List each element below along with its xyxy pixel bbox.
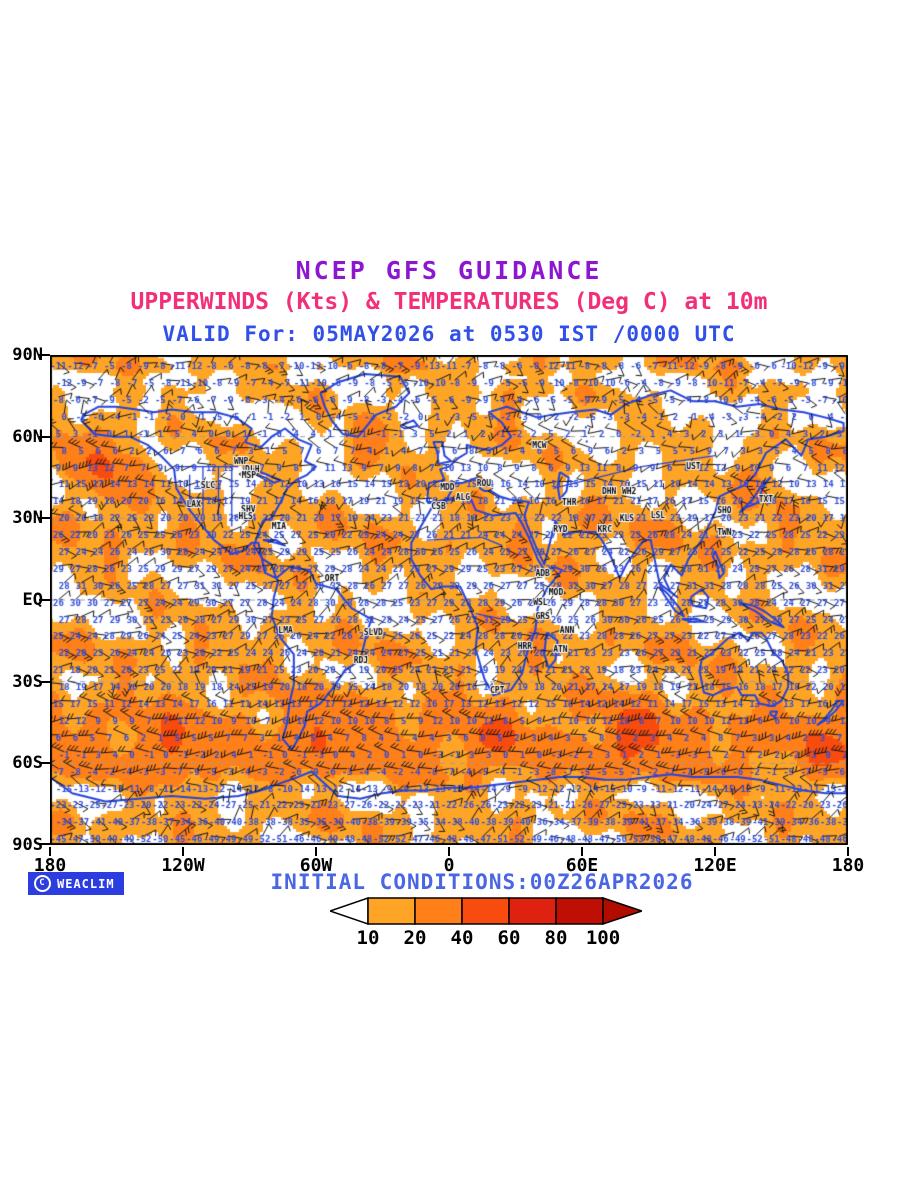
lon-tick-mark	[714, 847, 716, 856]
lat-label-30s: 30S	[12, 672, 43, 692]
colorbar-label-40: 40	[450, 927, 474, 949]
world-map	[50, 355, 848, 845]
colorbar-segment-40-60	[461, 897, 510, 925]
lon-label-0: 0	[443, 855, 455, 876]
colorbar-label-20: 20	[403, 927, 427, 949]
colorbar-label-60: 60	[497, 927, 521, 949]
lon-label-60e: 60E	[565, 855, 599, 876]
lat-label-60s: 60S	[12, 753, 43, 773]
lat-label-30n: 30N	[12, 508, 43, 528]
lon-label-180e: 180	[831, 855, 865, 876]
lat-tick-mark	[39, 436, 50, 438]
page-title: NCEP GFS GUIDANCE	[295, 256, 603, 285]
wind-speed-colorbar	[330, 897, 642, 926]
lon-tick-mark	[315, 847, 317, 856]
lat-label-60n: 60N	[12, 427, 43, 447]
lon-tick-mark	[847, 847, 849, 856]
world-map-canvas	[50, 355, 848, 845]
page-subtitle: UPPERWINDS (Kts) & TEMPERATURES (Deg C) …	[130, 289, 768, 315]
weaclim-logo-text: WEACLIM	[57, 876, 115, 891]
colorbar-segment-10-20	[367, 897, 416, 925]
lat-tick-mark	[39, 762, 50, 764]
lon-tick-mark	[581, 847, 583, 856]
lon-tick-mark	[448, 847, 450, 856]
weaclim-logo-badge: C WEACLIM	[28, 872, 124, 895]
lat-tick-mark	[39, 517, 50, 519]
lon-label-120e: 120E	[693, 855, 737, 876]
lat-label-90n: 90N	[12, 345, 43, 365]
lat-tick-mark	[39, 681, 50, 683]
lat-tick-mark	[39, 599, 50, 601]
colorbar-segment-60-80	[508, 897, 557, 925]
lat-label-eq: EQ	[22, 590, 43, 610]
colorbar-segment-20-40	[414, 897, 463, 925]
lon-tick-mark	[182, 847, 184, 856]
lat-tick-mark	[39, 354, 50, 356]
colorbar-segment-80-100	[555, 897, 604, 925]
initial-conditions-line: INITIAL CONDITIONS:00Z26APR2026	[270, 870, 694, 894]
colorbar-label-10: 10	[356, 927, 380, 949]
lat-tick-mark	[39, 843, 50, 845]
lon-label-180w: 180	[33, 855, 67, 876]
colorbar-right-arrow	[602, 897, 642, 926]
lon-label-60w: 60W	[299, 855, 333, 876]
colorbar-label-80: 80	[544, 927, 568, 949]
colorbar-left-arrow	[330, 897, 369, 926]
copyright-icon: C	[34, 875, 51, 892]
lon-tick-mark	[49, 847, 51, 856]
lon-label-120w: 120W	[161, 855, 205, 876]
colorbar-label-100: 100	[585, 927, 621, 949]
lat-label-90s: 90S	[12, 835, 43, 855]
valid-time-line: VALID For: 05MAY2026 at 0530 IST /0000 U…	[162, 322, 736, 346]
